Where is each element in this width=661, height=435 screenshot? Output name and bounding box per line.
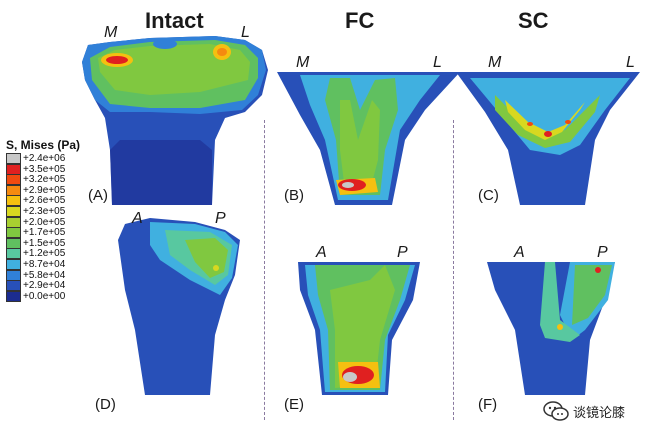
wechat-icon xyxy=(543,401,569,421)
model-intact-coronal xyxy=(82,36,268,205)
legend-value: +3.5e+05 xyxy=(23,163,66,175)
legend-row: +8.7e+04 xyxy=(6,259,65,270)
legend-value: +1.5e+05 xyxy=(23,237,66,249)
legend-swatch xyxy=(6,153,21,164)
divider-left xyxy=(264,120,265,420)
legend-value: +5.8e+04 xyxy=(23,269,66,281)
title-intact: Intact xyxy=(145,8,204,33)
label-medial-a: M xyxy=(104,24,118,41)
legend-row: +2.4e+06 xyxy=(6,153,65,164)
legend-value: +2.0e+05 xyxy=(23,216,66,228)
label-anterior-e: A xyxy=(316,244,327,261)
legend-row: +0.0e+00 xyxy=(6,290,66,302)
legend-swatch xyxy=(6,259,21,270)
legend-row: +1.7e+05 xyxy=(6,227,66,239)
legend-value: +0.0e+00 xyxy=(23,290,66,302)
watermark-text: 谈镜论膝 xyxy=(573,405,626,421)
watermark: 谈镜论膝 xyxy=(543,400,625,422)
legend-swatch xyxy=(6,174,21,186)
legend-swatch xyxy=(6,237,21,249)
label-posterior-e: P xyxy=(397,244,408,261)
legend-value: +1.7e+05 xyxy=(23,227,66,239)
legend-row: +5.8e+04 xyxy=(6,269,66,281)
legend-value: +2.3e+05 xyxy=(23,206,66,217)
legend-swatch xyxy=(6,206,21,217)
title-sc: SC xyxy=(518,8,549,33)
legend-swatch xyxy=(6,227,21,239)
legend-swatch xyxy=(6,248,21,260)
panel-label-d: (D) xyxy=(95,396,116,413)
model-fc-coronal xyxy=(277,72,460,205)
legend-value: +2.4e+06 xyxy=(23,153,66,164)
model-sc-coronal xyxy=(456,72,640,205)
legend-row: +1.2e+05 xyxy=(6,248,66,260)
label-lateral-c: L xyxy=(626,54,635,71)
legend-value: +2.9e+04 xyxy=(23,280,66,292)
legend-row: +2.3e+05 xyxy=(6,206,65,217)
model-intact-sagittal xyxy=(118,218,240,395)
legend-value: +2.9e+05 xyxy=(23,184,66,196)
model-sc-sagittal xyxy=(487,262,615,395)
panel-label-a: (A) xyxy=(88,187,108,204)
label-anterior-d: A xyxy=(132,210,143,227)
legend-value: +3.2e+05 xyxy=(23,174,66,186)
legend-value: +2.6e+05 xyxy=(23,195,66,207)
title-fc: FC xyxy=(345,8,375,33)
model-fc-sagittal xyxy=(298,262,420,395)
legend-value: +1.2e+05 xyxy=(23,248,66,260)
legend-row: +2.0e+05 xyxy=(6,216,66,228)
label-medial-c: M xyxy=(488,54,502,71)
legend-swatch xyxy=(6,290,21,302)
legend-value: +8.7e+04 xyxy=(23,259,66,270)
legend-row: +3.2e+05 xyxy=(6,174,66,186)
label-anterior-f: A xyxy=(514,244,525,261)
legend-row: +2.9e+04 xyxy=(6,280,66,292)
legend-swatch xyxy=(6,216,21,228)
legend-swatch xyxy=(6,280,21,292)
label-medial-b: M xyxy=(296,54,310,71)
panel-label-b: (B) xyxy=(284,187,304,204)
legend-row: +3.5e+05 xyxy=(6,163,66,175)
label-posterior-d: P xyxy=(215,210,226,227)
legend-swatch xyxy=(6,269,21,281)
legend-swatch xyxy=(6,195,21,207)
label-lateral-b: L xyxy=(433,54,442,71)
panel-label-f: (F) xyxy=(478,396,498,413)
legend-swatch xyxy=(6,184,21,196)
label-posterior-f: P xyxy=(597,244,608,261)
legend-swatch xyxy=(6,163,21,175)
panel-label-c: (C) xyxy=(478,187,499,204)
legend-title: S, Mises (Pa) xyxy=(6,138,81,152)
legend-row: +1.5e+05 xyxy=(6,237,66,249)
panel-label-e: (E) xyxy=(284,396,304,413)
legend-row: +2.6e+05 xyxy=(6,195,66,207)
legend-row: +2.9e+05 xyxy=(6,184,66,196)
divider-right xyxy=(453,120,454,420)
label-lateral-a: L xyxy=(241,24,250,41)
